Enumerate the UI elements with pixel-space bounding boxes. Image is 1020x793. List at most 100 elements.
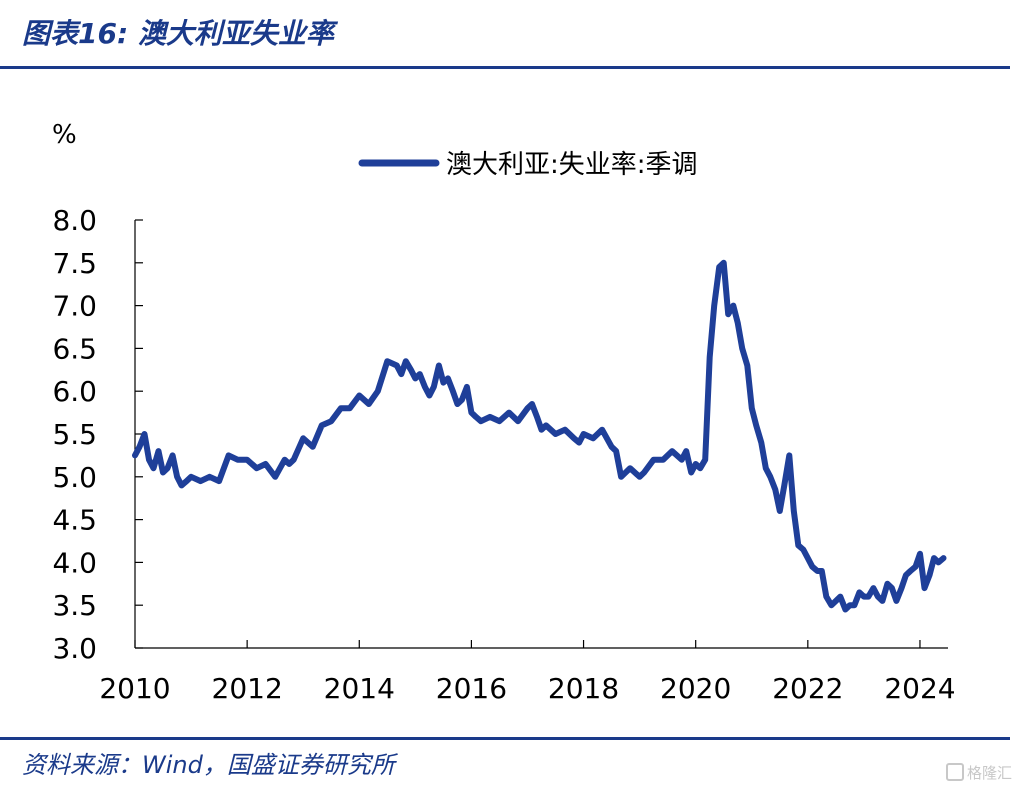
data-point [526, 407, 529, 410]
x-tick-label: 2020 [660, 672, 731, 705]
data-point [858, 591, 861, 594]
data-point [554, 433, 557, 435]
data-point [442, 381, 445, 384]
data-point [461, 399, 463, 401]
data-point [199, 480, 202, 482]
x-tick-label: 2010 [99, 672, 170, 705]
data-point [377, 390, 379, 393]
data-point [302, 437, 305, 440]
footer-divider [0, 737, 1010, 740]
data-point [877, 595, 879, 598]
data-point [839, 595, 842, 598]
source-note: 资料来源：Wind，国盛证券研究所 [22, 751, 395, 779]
data-point [937, 561, 940, 564]
data-point [807, 557, 809, 559]
data-point [489, 416, 491, 418]
data-point [811, 565, 814, 568]
data-point [779, 510, 781, 512]
data-point [531, 403, 533, 405]
data-point [825, 595, 828, 598]
data-point [699, 467, 701, 470]
data-point [905, 574, 907, 576]
data-point [288, 463, 291, 465]
data-point [685, 450, 687, 452]
data-point [466, 386, 468, 388]
data-point [928, 574, 931, 576]
watermark: 格隆汇 [945, 762, 1012, 783]
data-point [671, 450, 673, 452]
data-point [171, 454, 174, 457]
data-point [853, 604, 856, 606]
data-point [386, 360, 389, 363]
data-point [713, 304, 715, 307]
data-point [624, 471, 627, 474]
data-point [652, 458, 655, 461]
data-point [923, 587, 926, 589]
data-point [844, 608, 847, 611]
series-layer [132, 259, 947, 613]
y-tick-label: 5.5 [52, 418, 97, 451]
data-point [788, 454, 791, 457]
data-point [536, 416, 538, 418]
data-point [320, 424, 323, 427]
data-point [680, 458, 683, 461]
data-point [358, 394, 361, 397]
data-point [727, 313, 729, 316]
data-point [405, 360, 407, 363]
data-point [942, 557, 945, 559]
data-point [162, 471, 164, 474]
y-tick-label: 7.0 [52, 290, 97, 323]
data-point [396, 364, 398, 367]
data-point [470, 411, 473, 414]
data-point [769, 476, 772, 478]
data-point [909, 570, 912, 572]
data-point [746, 364, 749, 367]
data-point [816, 570, 819, 572]
data-point [152, 467, 155, 470]
data-point [218, 480, 220, 482]
data-point [410, 369, 412, 371]
data-point [157, 450, 160, 452]
y-tick-label: 4.5 [52, 504, 97, 537]
y-tick-label: 3.0 [52, 632, 97, 665]
data-point [615, 450, 617, 452]
y-tick-label: 6.5 [52, 332, 97, 365]
title-divider [0, 66, 1010, 69]
y-tick-label: 3.5 [52, 589, 97, 622]
data-point [751, 407, 753, 410]
data-point [255, 467, 258, 470]
data-point [933, 557, 935, 559]
data-point [662, 458, 664, 461]
data-point [438, 364, 440, 367]
data-point [582, 433, 585, 435]
data-point [456, 403, 459, 405]
data-point [246, 458, 248, 461]
data-point [274, 476, 277, 478]
data-point [830, 604, 833, 606]
data-point [311, 446, 314, 448]
data-point [849, 604, 851, 606]
data-point [190, 476, 192, 478]
data-point [863, 595, 865, 598]
data-point [508, 411, 510, 414]
x-tick-label: 2022 [772, 672, 843, 705]
data-point [694, 463, 697, 465]
legend: 澳大利亚:失业率:季调 [358, 150, 698, 180]
data-point [881, 600, 884, 602]
data-point [774, 488, 777, 491]
data-point [867, 595, 870, 598]
data-point [564, 428, 566, 431]
x-tick-label: 2012 [212, 672, 283, 705]
data-point [368, 403, 370, 405]
y-tick-label: 7.5 [52, 247, 97, 280]
data-point [517, 420, 519, 423]
data-point [452, 390, 454, 393]
data-point [643, 471, 645, 474]
data-point [208, 476, 211, 478]
watermark-logo-icon [945, 763, 964, 781]
data-point [283, 458, 286, 461]
y-tick-label: 8.0 [52, 204, 97, 237]
data-point [428, 394, 431, 397]
data-point [292, 458, 295, 461]
data-point [732, 304, 735, 307]
